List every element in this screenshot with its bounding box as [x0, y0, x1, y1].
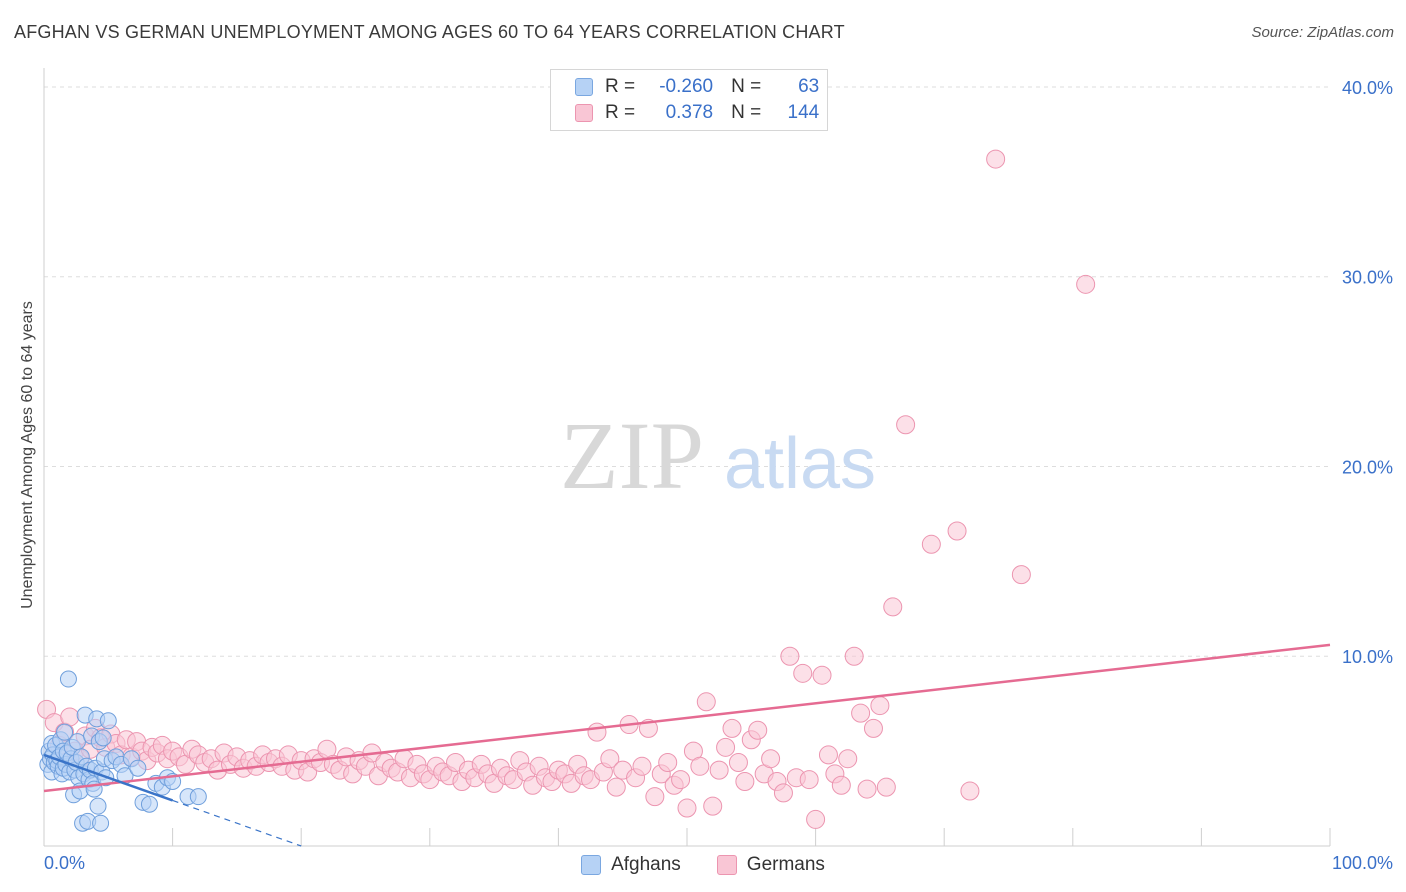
- watermark-atlas: atlas: [724, 424, 876, 504]
- data-point-germans: [632, 756, 652, 776]
- series-legend: Afghans Germans: [0, 852, 1406, 878]
- data-point-germans: [947, 521, 967, 541]
- stats-legend: R = -0.260 N = 63 R = 0.378 N = 144: [550, 69, 828, 131]
- r-value: 0.378: [665, 102, 714, 123]
- data-point-germans: [793, 663, 813, 683]
- legend-item-germans[interactable]: Germans: [716, 854, 825, 876]
- data-point-germans: [587, 722, 607, 742]
- data-point-germans: [716, 737, 736, 757]
- chart-title: AFGHAN VS GERMAN UNEMPLOYMENT AMONG AGES…: [14, 22, 845, 42]
- watermark-zip: ZIP: [560, 402, 704, 509]
- data-point-afghans: [68, 733, 86, 751]
- germans-swatch: [575, 104, 593, 122]
- data-point-germans: [600, 749, 620, 769]
- data-point-germans: [812, 665, 832, 685]
- data-point-germans: [1076, 274, 1096, 294]
- data-point-germans: [606, 777, 626, 797]
- afghans-swatch: [575, 78, 593, 96]
- data-point-germans: [883, 597, 903, 617]
- germans-trend-line: [43, 643, 1331, 793]
- data-point-germans: [863, 718, 883, 738]
- data-point-germans: [838, 749, 858, 769]
- x-tick-label: 0.0%: [44, 853, 85, 873]
- legend-item-afghans[interactable]: Afghans: [581, 854, 681, 876]
- data-point-germans: [748, 720, 768, 740]
- data-point-germans: [645, 787, 665, 807]
- y-tick-label: 20.0%: [1342, 457, 1393, 477]
- data-point-germans: [876, 777, 896, 797]
- tick-labels: 10.0% 20.0% 30.0% 40.0% 0.0% 100.0%: [44, 78, 1393, 873]
- data-point-germans: [761, 749, 781, 769]
- data-point-germans: [735, 771, 755, 791]
- data-point-germans: [722, 718, 742, 738]
- n-label: N =: [731, 102, 762, 123]
- data-point-afghans: [189, 788, 207, 806]
- data-point-afghans: [99, 712, 117, 730]
- afghans-legend-label: Afghans: [611, 854, 681, 875]
- watermark: ZIP atlas: [560, 402, 876, 509]
- y-axis-label: Unemployment Among Ages 60 to 64 years: [19, 301, 36, 609]
- data-point-germans: [690, 756, 710, 776]
- afghans-trend-line: [43, 753, 174, 802]
- data-point-afghans: [89, 797, 107, 815]
- y-tick-label: 30.0%: [1342, 268, 1393, 288]
- data-point-germans: [703, 796, 723, 816]
- data-point-germans: [773, 783, 793, 803]
- data-point-afghans: [92, 814, 110, 832]
- data-point-germans: [709, 760, 729, 780]
- source-label: Source: ZipAtlas.com: [1251, 24, 1394, 41]
- n-value: 63: [798, 76, 820, 97]
- data-point-germans: [806, 809, 826, 829]
- data-point-germans: [728, 753, 748, 773]
- data-point-germans: [818, 745, 838, 765]
- data-point-germans: [780, 646, 800, 666]
- data-point-germans: [671, 770, 691, 790]
- data-point-afghans: [56, 723, 74, 741]
- germans-legend-label: Germans: [746, 854, 825, 875]
- data-point-afghans: [140, 795, 158, 813]
- grid-layer: [44, 86, 1330, 657]
- data-point-germans: [870, 696, 890, 716]
- legend-row-germans: R = 0.378 N = 144: [575, 102, 819, 124]
- r-label: R =: [605, 76, 636, 97]
- legend-row-afghans: R = -0.260 N = 63: [575, 76, 819, 98]
- data-point-germans: [831, 775, 851, 795]
- n-label: N =: [731, 76, 762, 97]
- data-point-afghans: [59, 670, 77, 688]
- afghans-legend-swatch: [581, 855, 602, 875]
- trend-lines: [43, 643, 1331, 847]
- data-point-afghans: [94, 729, 112, 747]
- afghans-trend-extension: [172, 799, 302, 847]
- data-point-germans: [960, 781, 980, 801]
- germans-legend-swatch: [716, 855, 737, 875]
- r-label: R =: [605, 102, 636, 123]
- data-point-germans: [896, 415, 916, 435]
- r-value: -0.260: [659, 76, 714, 97]
- n-value: 144: [787, 102, 820, 123]
- data-point-afghans: [129, 759, 147, 777]
- data-point-germans: [60, 707, 80, 727]
- x-tick-label: 100.0%: [1332, 853, 1393, 873]
- data-point-germans: [921, 534, 941, 554]
- y-tick-label: 40.0%: [1342, 78, 1393, 98]
- y-tick-label: 10.0%: [1342, 647, 1393, 667]
- data-point-germans: [658, 753, 678, 773]
- data-point-germans: [799, 770, 819, 790]
- data-point-germans: [851, 703, 871, 723]
- data-point-germans: [857, 779, 877, 799]
- data-point-germans: [677, 798, 697, 818]
- data-point-germans: [696, 692, 716, 712]
- data-point-germans: [844, 646, 864, 666]
- data-point-germans: [1011, 565, 1031, 585]
- data-point-germans: [986, 149, 1006, 169]
